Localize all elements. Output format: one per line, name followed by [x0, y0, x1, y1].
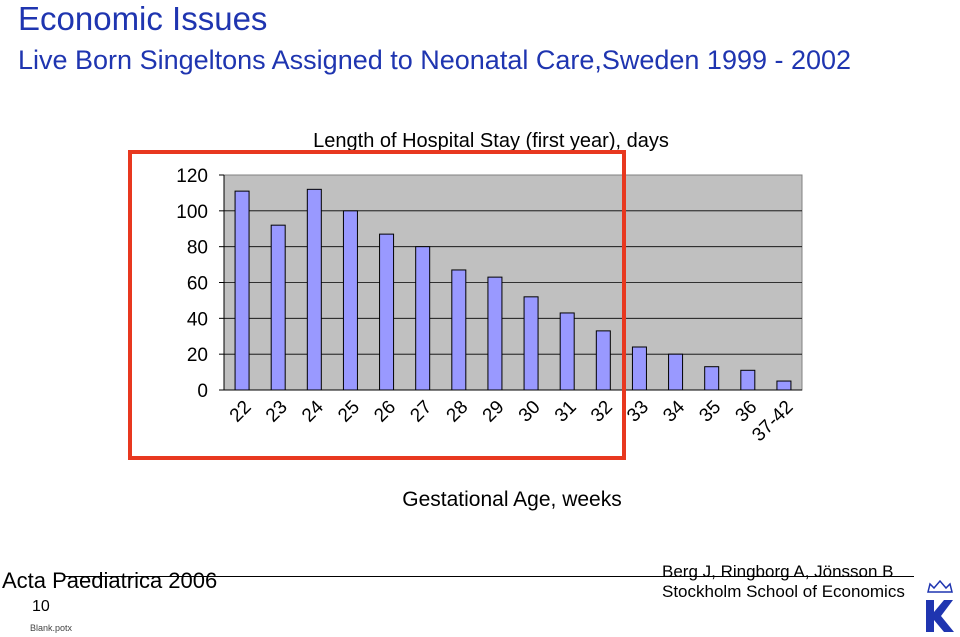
- x-tick-label: 34: [659, 396, 689, 426]
- y-tick-label: 0: [197, 381, 208, 402]
- x-tick-label: 37-42: [748, 397, 797, 446]
- bar-29: [487, 276, 503, 391]
- chart-title: Length of Hospital Stay (first year), da…: [313, 130, 669, 152]
- x-tick-label: 23: [262, 397, 292, 427]
- template-name: Blank.potx: [30, 623, 73, 633]
- y-tick-label: 60: [187, 274, 208, 295]
- bar-25: [342, 210, 358, 391]
- bar-24: [306, 188, 322, 391]
- slide-title: Economic Issues: [18, 0, 268, 37]
- x-tick-label: 26: [370, 397, 400, 427]
- y-tick-label: 40: [187, 309, 208, 330]
- bar-22: [234, 190, 250, 391]
- x-tick-label: 29: [479, 397, 509, 427]
- slide-subtitle: Live Born Singeltons Assigned to Neonata…: [18, 45, 852, 75]
- bar-35: [704, 366, 720, 391]
- highlight-box: [128, 150, 626, 460]
- x-axis-label: Gestational Age, weeks: [402, 488, 621, 511]
- authors: Berg J, Ringborg A, Jönsson B: [662, 562, 894, 581]
- x-tick-label: 27: [406, 397, 436, 427]
- y-tick-label: 20: [187, 345, 208, 366]
- crown-k-logo-icon: [926, 579, 954, 632]
- bar-34: [668, 353, 684, 391]
- bar-33: [631, 346, 647, 391]
- y-tick-label: 120: [176, 166, 208, 187]
- institution: Stockholm School of Economics: [662, 582, 905, 601]
- x-tick-label: 31: [551, 397, 581, 427]
- bar-23: [270, 224, 286, 391]
- x-tick-label: 28: [443, 397, 473, 427]
- bar-30: [523, 296, 539, 391]
- journal-citation: Acta Paediatrica 2006: [2, 568, 218, 593]
- bar-26: [379, 233, 395, 391]
- x-tick-label: 25: [334, 397, 364, 427]
- footer-divider: [64, 576, 914, 577]
- x-tick-label: 22: [226, 397, 256, 427]
- x-tick-label: 35: [695, 397, 725, 427]
- y-tick-label: 80: [187, 238, 208, 259]
- bar-28: [451, 269, 467, 391]
- x-tick-label: 33: [623, 397, 653, 427]
- x-tick-label: 24: [298, 396, 328, 426]
- slide-number: 10: [32, 598, 50, 615]
- x-tick-label: 30: [515, 397, 545, 427]
- bar-36: [740, 369, 756, 391]
- bar-31: [559, 312, 575, 391]
- bar-27: [415, 246, 431, 391]
- x-tick-label: 32: [587, 397, 617, 427]
- bar-37-42: [776, 380, 792, 391]
- y-tick-label: 100: [176, 202, 208, 223]
- bar-32: [595, 330, 611, 391]
